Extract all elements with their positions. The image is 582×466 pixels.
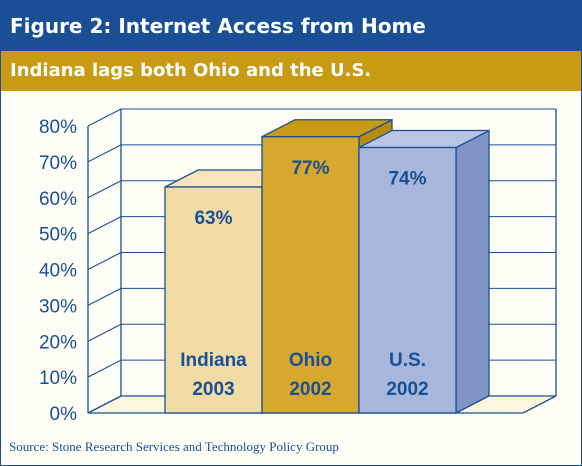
gridline-side <box>87 108 122 127</box>
figure-subtitle: Indiana lags both Ohio and the U.S. <box>1 51 581 91</box>
y-tick-label: 30% <box>39 296 77 317</box>
bar-category-label: 2003 <box>192 379 234 400</box>
bar-category-label: Ohio <box>289 350 332 371</box>
bar-value-label: 63% <box>194 208 232 229</box>
y-tick-label: 80% <box>39 117 77 138</box>
gridline-side <box>87 144 122 163</box>
bar-value-label: 74% <box>388 169 426 190</box>
bar-2: 74% U.S. 2002 <box>358 129 490 415</box>
bar-category-label: U.S. <box>389 350 426 371</box>
bar-value-label: 77% <box>291 158 329 179</box>
gridline-side <box>87 180 122 199</box>
y-tick-label: 20% <box>39 332 77 353</box>
figure-title: Figure 2: Internet Access from Home <box>1 1 581 51</box>
source-note: Source: Stone Research Services and Tech… <box>9 439 339 454</box>
bar-category-label: 2002 <box>289 379 331 400</box>
gridline-side <box>87 359 122 378</box>
gridline-side <box>87 323 122 342</box>
y-tick-label: 70% <box>39 153 77 174</box>
gridline-side <box>87 395 122 414</box>
gridline-side <box>87 252 122 270</box>
gridline-side <box>87 216 122 235</box>
bar-chart: 0% 10% 20% 30% 40% 50% 60% 70% 80% 63% Indiana 2003… <box>39 108 557 425</box>
gridline-side <box>87 287 122 306</box>
y-tick-label: 60% <box>39 189 77 210</box>
y-tick-label: 40% <box>39 261 77 282</box>
bar-front-face <box>261 136 360 414</box>
y-tick-label: 0% <box>50 404 78 425</box>
chart-area: 0% 10% 20% 30% 40% 50% 60% 70% 80% 63% Indiana 2003… <box>1 91 581 431</box>
bar-category-label: Indiana <box>180 350 247 371</box>
y-tick-label: 10% <box>39 368 77 389</box>
bar-front-face <box>358 146 457 414</box>
bar-side-face <box>455 129 490 415</box>
y-tick-label: 50% <box>39 225 77 246</box>
bar-category-label: 2002 <box>386 379 428 400</box>
